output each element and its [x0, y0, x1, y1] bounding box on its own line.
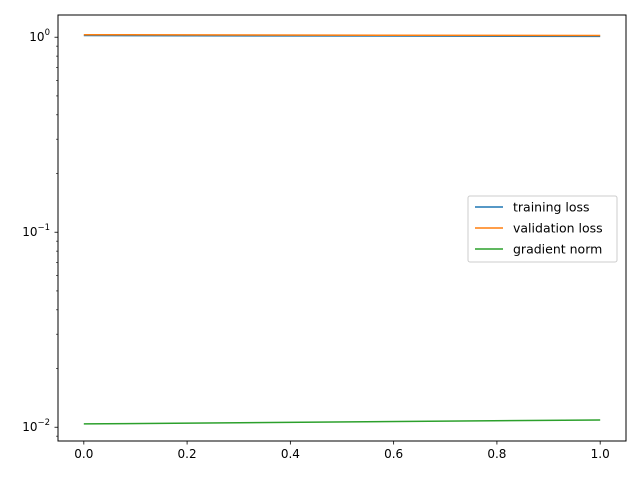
y-tick-label-exponent: 0 — [45, 28, 50, 38]
y-tick-label-exponent: −2 — [37, 418, 50, 428]
y-tick-label: 10−2 — [22, 418, 50, 434]
y-tick-label-base: 10 — [29, 30, 44, 44]
legend: training loss validation loss gradient nor… — [467, 195, 618, 263]
y-tick-label: 10−1 — [22, 223, 50, 239]
legend-label: validation loss — [513, 221, 603, 236]
x-axis: 0.0 0.2 0.4 0.6 0.8 1.0 — [74, 441, 610, 461]
series-line-gradient-norm — [83, 419, 601, 425]
y-tick-label: 100 — [29, 28, 50, 44]
series-line-training-loss — [83, 34, 601, 38]
x-tick-label: 1.0 — [591, 447, 610, 461]
y-tick-label-base: 10 — [22, 225, 37, 239]
legend-label: training loss — [513, 200, 590, 215]
legend-label: gradient norm — [513, 242, 602, 257]
plot-frame — [57, 14, 627, 442]
x-tick-label: 0.8 — [487, 447, 506, 461]
x-tick-label: 0.2 — [178, 447, 197, 461]
legend-box — [467, 195, 618, 263]
series-layer — [83, 33, 601, 425]
x-tick-label: 0.0 — [74, 447, 93, 461]
x-tick-label: 0.6 — [384, 447, 403, 461]
series-line-validation-loss — [83, 33, 601, 37]
x-tick-label: 0.4 — [281, 447, 300, 461]
y-tick-label-base: 10 — [22, 420, 37, 434]
y-tick-label-exponent: −1 — [37, 223, 50, 233]
